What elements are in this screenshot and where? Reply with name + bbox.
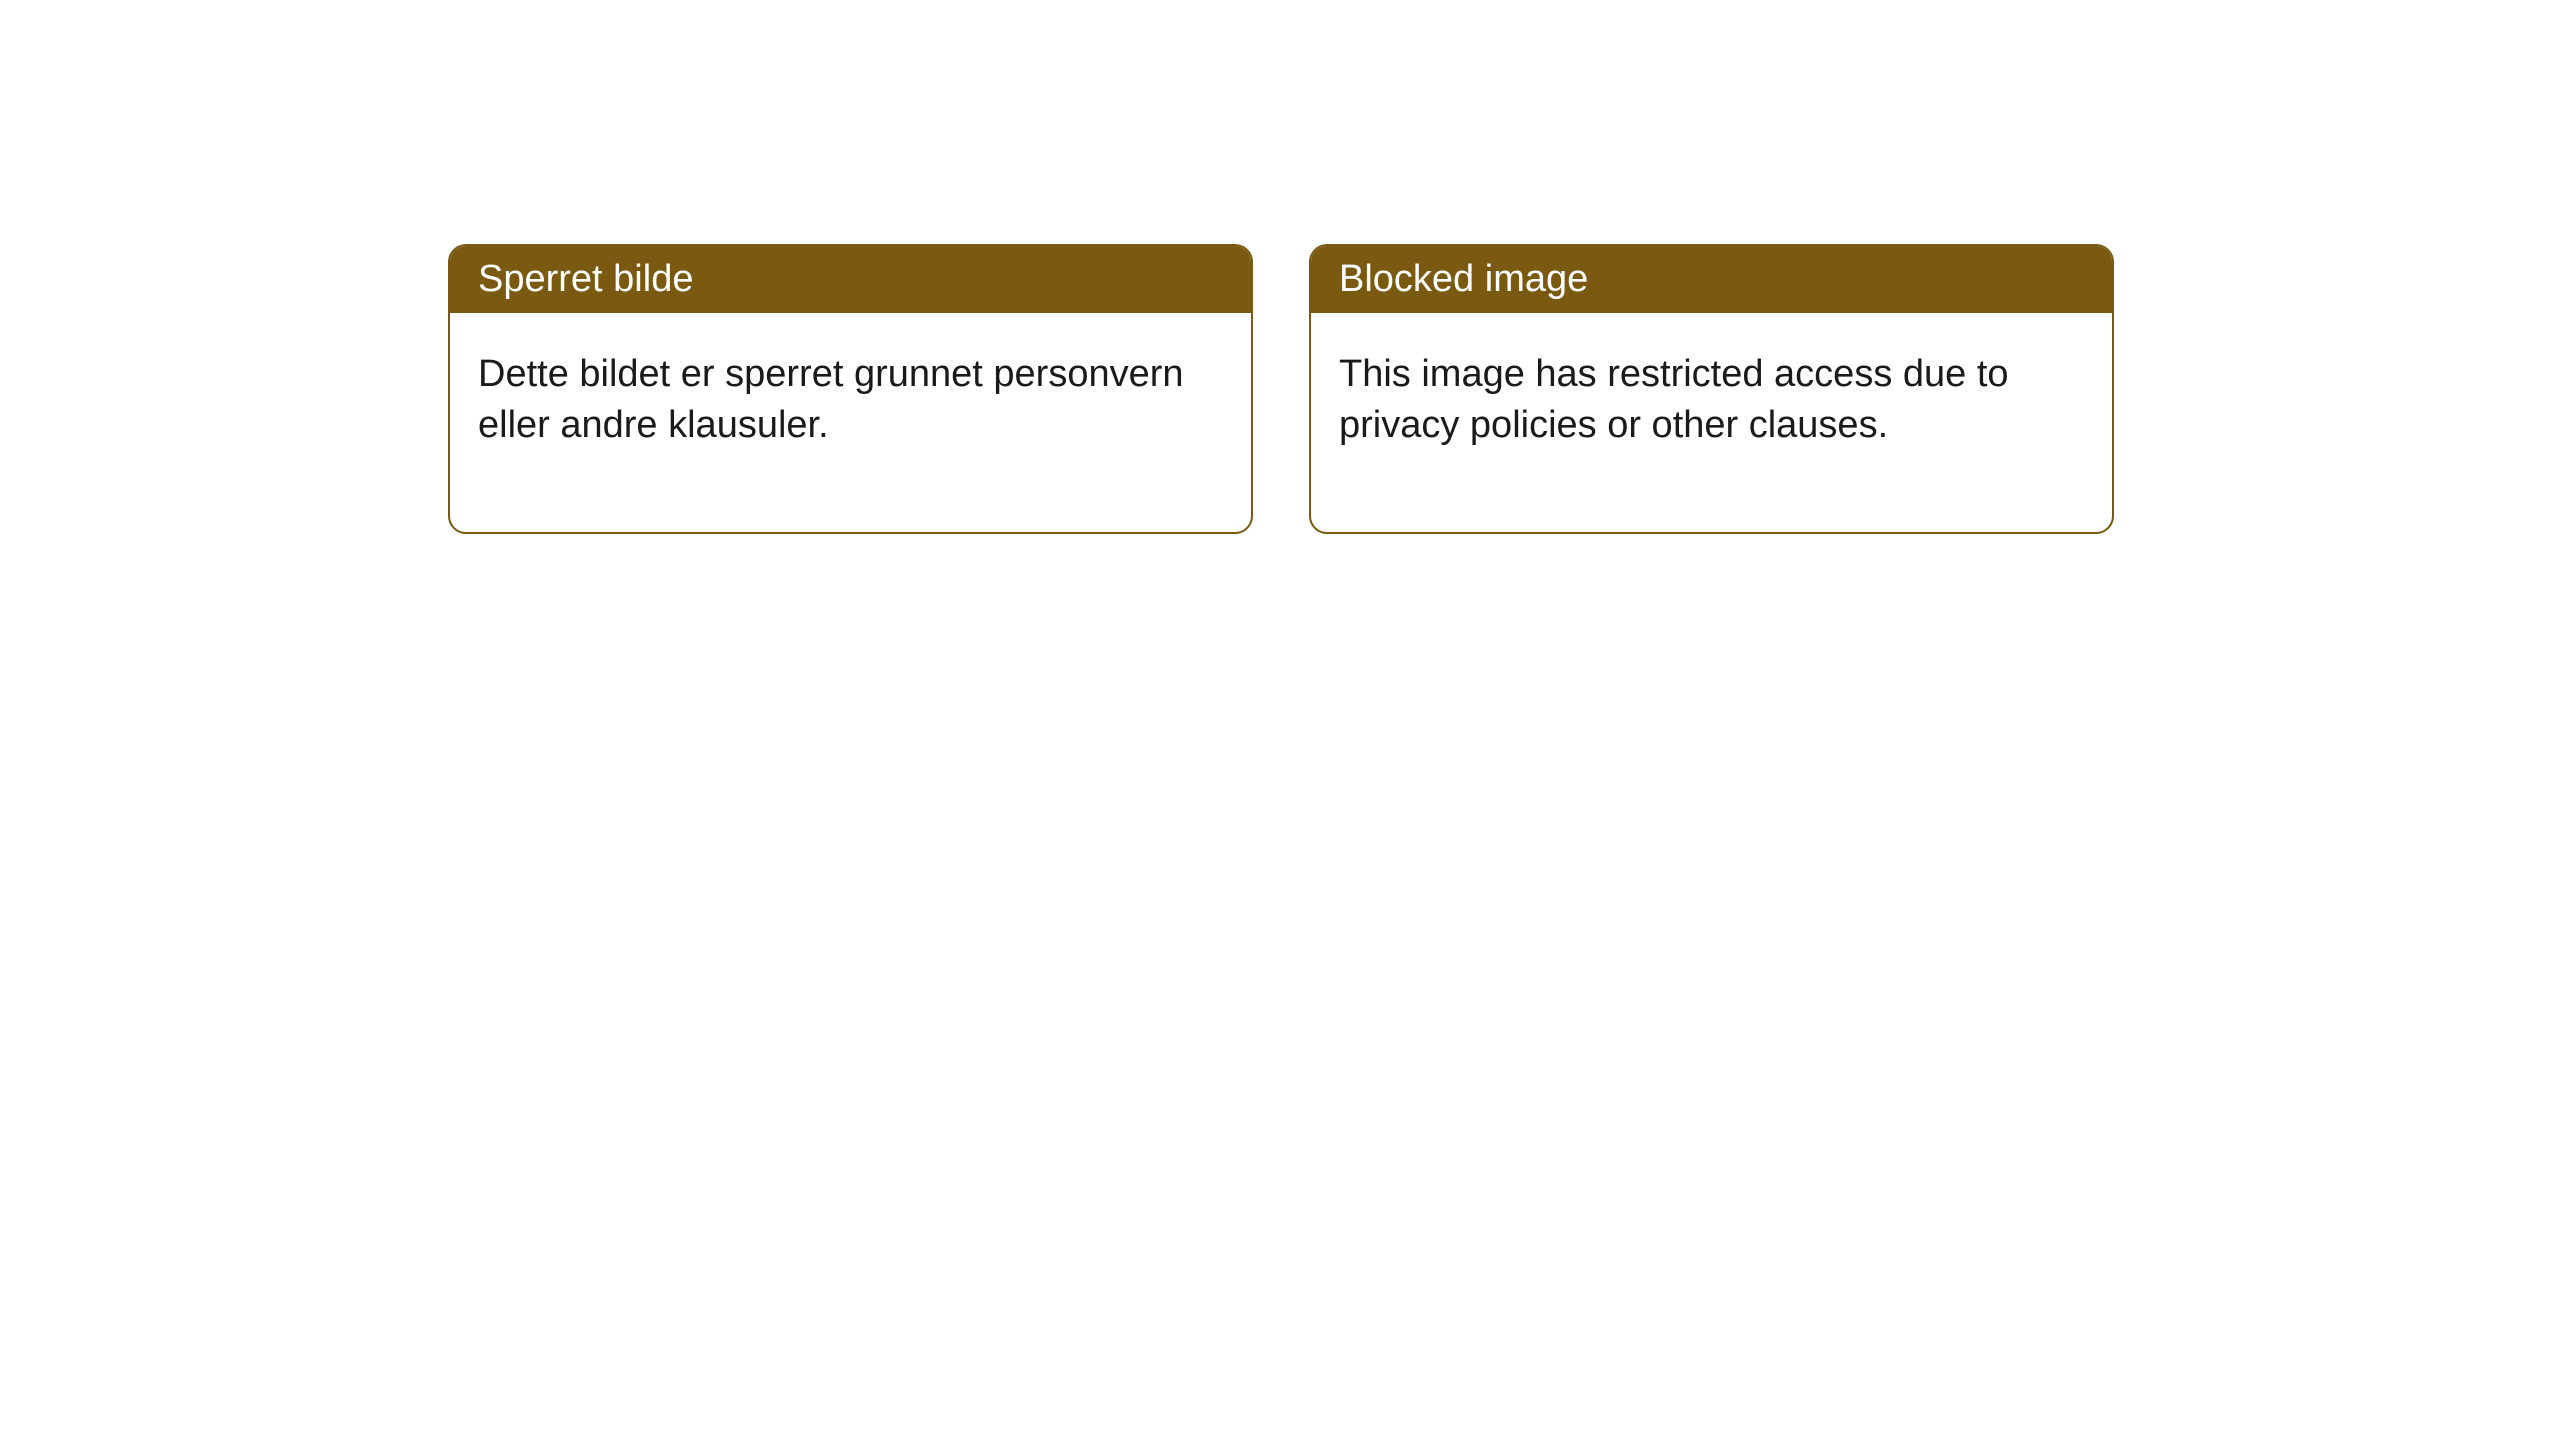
- cards-container: Sperret bilde Dette bildet er sperret gr…: [0, 0, 2560, 534]
- card-body-en: This image has restricted access due to …: [1311, 313, 2112, 532]
- card-header-no: Sperret bilde: [450, 246, 1251, 313]
- blocked-image-card-no: Sperret bilde Dette bildet er sperret gr…: [448, 244, 1253, 534]
- card-title-en: Blocked image: [1339, 258, 1588, 300]
- card-body-no: Dette bildet er sperret grunnet personve…: [450, 313, 1251, 532]
- blocked-image-card-en: Blocked image This image has restricted …: [1309, 244, 2114, 534]
- card-body-text-no: Dette bildet er sperret grunnet personve…: [478, 353, 1184, 446]
- card-header-en: Blocked image: [1311, 246, 2112, 313]
- card-body-text-en: This image has restricted access due to …: [1339, 353, 2009, 446]
- card-title-no: Sperret bilde: [478, 258, 693, 300]
